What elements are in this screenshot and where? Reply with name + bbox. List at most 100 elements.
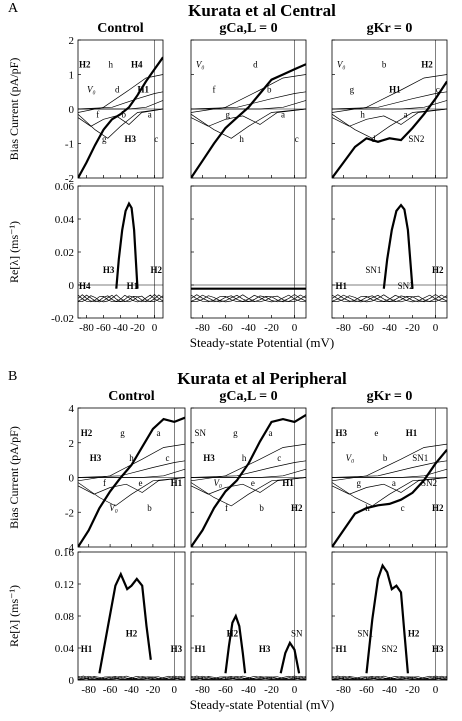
x-tick-label: -40 — [382, 684, 397, 696]
x-tick-label: -80 — [195, 322, 210, 334]
curve-a — [331, 108, 448, 127]
y-axis-label: Bias Current (pA/pF) — [7, 58, 21, 161]
data-series-line — [115, 201, 139, 289]
data-series-line — [78, 416, 185, 547]
annotation-label: H1 — [335, 644, 347, 654]
curve-h — [332, 468, 448, 478]
y-tick-label: 0.04 — [55, 214, 75, 226]
curve-b — [77, 108, 164, 139]
annotation-label: H1 — [406, 428, 418, 438]
x-tick-label: -60 — [218, 322, 233, 334]
annotation-label: V₀ — [196, 60, 205, 70]
annotation-label: d — [371, 134, 376, 144]
x-tick-label: 0 — [292, 322, 298, 334]
annotation-label: c — [295, 134, 299, 144]
y-tick-label: 0 — [69, 104, 75, 116]
plot-frame — [190, 551, 307, 681]
x-tick-label: -40 — [113, 322, 128, 334]
curve-b — [331, 477, 448, 507]
annotation-label: SN1 — [357, 628, 373, 638]
annotation-label: H3 — [124, 134, 136, 144]
x-tick-label: -80 — [336, 684, 351, 696]
eigenvalue-curve — [331, 675, 448, 680]
curve-g — [77, 91, 164, 110]
annotation-label: SN1 — [365, 265, 381, 275]
y-tick-label: -4 — [65, 542, 75, 554]
annotation-label: b — [383, 453, 388, 463]
x-tick-label: 0 — [292, 684, 298, 696]
y-axis-label: Re[λ] (ms⁻¹) — [7, 585, 21, 647]
column-title: Control — [108, 389, 155, 404]
column-title: gCa,L = 0 — [219, 21, 277, 36]
data-series-line — [332, 80, 447, 178]
annotation-label: h — [109, 60, 114, 70]
annotation-label: c — [154, 134, 158, 144]
annotation-label: H4 — [79, 281, 91, 291]
eigenvalue-curve — [77, 675, 186, 680]
curve-b — [77, 477, 186, 507]
y-tick-label: 0.04 — [55, 643, 75, 655]
x-tick-label: -80 — [79, 322, 94, 334]
curve-a — [190, 477, 307, 495]
annotation-label: g — [120, 428, 125, 438]
annotation-label: h — [360, 109, 365, 119]
annotation-label: g — [226, 109, 231, 119]
y-tick-label: 0 — [69, 280, 75, 292]
eigenvalue-curve — [77, 294, 164, 303]
annotation-label: H1 — [335, 281, 347, 291]
annotation-label: b — [382, 60, 387, 70]
data-series-line — [224, 613, 247, 674]
eigenvalue-curve — [331, 294, 448, 303]
annotation-label: H3 — [90, 453, 102, 463]
y-tick-label: 0.16 — [55, 547, 75, 559]
column-title: gKr = 0 — [367, 389, 413, 404]
data-series-line — [365, 563, 409, 674]
y-tick-label: 2 — [69, 438, 75, 450]
x-tick-label: -40 — [124, 684, 139, 696]
annotation-label: H2 — [432, 503, 444, 513]
eigenvalue-curve — [190, 675, 307, 680]
x-tick-label: -20 — [146, 684, 161, 696]
annotation-label: e — [374, 428, 378, 438]
curve-h — [78, 468, 186, 478]
plot-frame — [77, 551, 186, 681]
curve-b — [190, 108, 307, 139]
eigenvalue-curve — [190, 294, 307, 303]
column-title: Control — [97, 21, 144, 36]
curve-b — [331, 108, 448, 139]
annotation-label: H3 — [103, 265, 115, 275]
curve-h — [191, 468, 307, 478]
annotation-label: H2 — [81, 428, 93, 438]
data-series-line — [332, 448, 447, 547]
annotation-label: c — [277, 453, 281, 463]
data-series-line — [191, 414, 306, 547]
data-series-line — [98, 571, 152, 674]
annotation-label: H1 — [127, 281, 139, 291]
annotation-label: H1 — [194, 644, 206, 654]
annotation-label: H1 — [137, 84, 149, 94]
x-tick-label: -60 — [218, 684, 233, 696]
annotation-label: g — [350, 84, 355, 94]
y-tick-label: 0.08 — [55, 611, 75, 623]
annotation-label: h — [129, 453, 134, 463]
annotation-label: c — [401, 503, 405, 513]
annotation-label: a — [268, 428, 272, 438]
annotation-label: H3 — [335, 428, 347, 438]
annotation-label: a — [148, 109, 152, 119]
annotation-label: b — [121, 109, 126, 119]
curve-h — [332, 100, 448, 110]
annotation-label: H4 — [131, 60, 143, 70]
x-tick-label: -40 — [241, 322, 256, 334]
curve-b — [190, 477, 307, 507]
annotation-label: H1 — [171, 478, 183, 488]
annotation-label: a — [156, 428, 160, 438]
y-tick-label: 0.12 — [55, 579, 74, 591]
annotation-label: b — [259, 503, 264, 513]
x-tick-label: -60 — [359, 684, 374, 696]
curve-h — [78, 100, 164, 110]
annotation-label: c — [436, 84, 440, 94]
y-tick-label: 0.02 — [55, 247, 74, 259]
annotation-label: H2 — [150, 265, 162, 275]
annotation-label: V₀ — [213, 478, 222, 488]
annotation-label: a — [392, 478, 396, 488]
